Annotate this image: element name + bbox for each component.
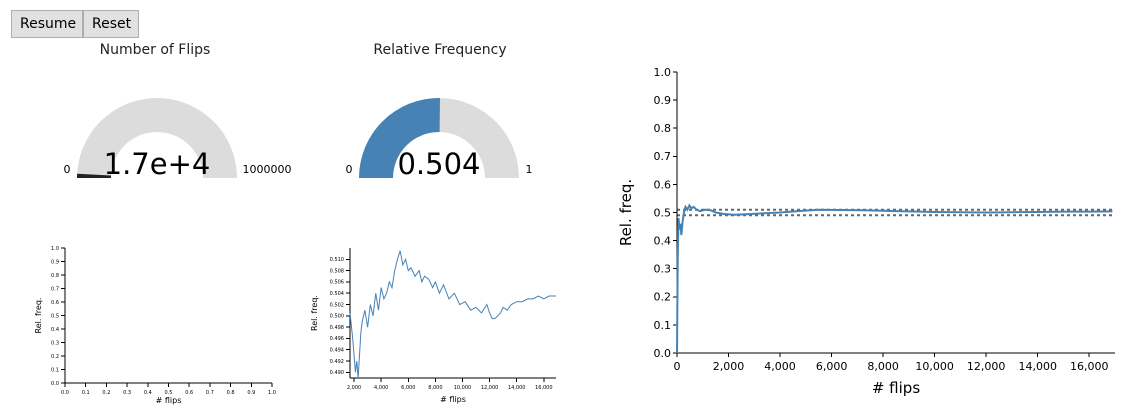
x-tick-label: 8,000	[428, 385, 442, 391]
gauge-value: 0.504	[397, 147, 480, 181]
main-chart: 0.0 0.1 0.2 0.3 0.4 0.5 0.6 0.7 0.8 0.9 1.0 0 2,000 4…	[617, 66, 1115, 397]
small-chart-empty: 0.0 0.1 0.2 0.3 0.4 0.5 0.6 0.7 0.8 0.9 1.0 0.0 0.1 0…	[34, 246, 276, 405]
x-tick-label: 12,000	[967, 360, 1006, 373]
x-tick-label: 6,000	[816, 360, 848, 373]
x-tick-label: 2,000	[713, 360, 745, 373]
small-chart-zoom: 0.490 0.492 0.494 0.496 0.498 0.500 0.502 0.504…	[310, 248, 556, 404]
x-tick-label: 4,000	[764, 360, 796, 373]
y-axis-label: Rel. freq.	[617, 179, 635, 246]
x-tick-label: 8,000	[867, 360, 899, 373]
x-tick-label: 0.1	[82, 390, 90, 396]
gauge-fill	[359, 98, 441, 178]
gauge-flips-title: Number of Flips	[99, 42, 211, 58]
y-tick-label: 0.510	[330, 257, 344, 263]
x-tick-label: 12,000	[481, 385, 499, 391]
x-tick-label: 0.7	[206, 390, 214, 396]
relfreq-gauge: 0 1 0.504	[346, 98, 533, 181]
y-tick-label: 0.2	[654, 291, 672, 304]
y-tick-label: 0.4	[51, 327, 59, 333]
gauge-max-label: 1	[526, 163, 533, 176]
reset-button[interactable]: Reset	[83, 10, 139, 38]
resume-button[interactable]: Resume	[11, 10, 83, 38]
x-axis-label: # flips	[156, 396, 182, 405]
x-tick-label: 10,000	[915, 360, 954, 373]
y-tick-label: 0.6	[654, 178, 672, 191]
y-tick-label: 0.8	[654, 122, 672, 135]
y-tick-label: 0.3	[654, 263, 672, 276]
series-line	[349, 250, 556, 379]
x-tick-label: 16,000	[1070, 360, 1109, 373]
x-tick-label: 0.2	[102, 390, 110, 396]
x-tick-label: 4,000	[374, 385, 388, 391]
x-tick-label: 0.4	[144, 390, 152, 396]
x-axis-label: # flips	[440, 395, 466, 404]
y-tick-label: 0.7	[51, 286, 59, 292]
x-tick-label: 2,000	[347, 385, 361, 391]
y-tick-label: 0.504	[330, 291, 344, 297]
y-tick-label: 0.500	[330, 314, 344, 320]
x-tick-label: 16,000	[535, 385, 553, 391]
x-tick-label: 0.5	[165, 390, 173, 396]
y-tick-label: 0.3	[51, 340, 59, 346]
y-axis-label: Rel. freq.	[34, 298, 43, 334]
y-tick-label: 0.5	[654, 206, 672, 219]
gauge-min-label: 0	[64, 163, 71, 176]
y-tick-label: 0.1	[654, 319, 672, 332]
x-tick-label: 0.9	[247, 390, 255, 396]
y-tick-label: 0.8	[51, 273, 59, 279]
y-tick-label: 0.490	[330, 370, 344, 376]
y-tick-label: 0.4	[654, 234, 672, 247]
y-tick-label: 0.7	[654, 150, 672, 163]
gauge-min-label: 0	[346, 163, 353, 176]
y-tick-label: 0.492	[330, 359, 344, 365]
gauge-track	[77, 98, 237, 178]
gauge-value: 1.7e+4	[104, 147, 211, 181]
x-tick-label: 14,000	[1018, 360, 1056, 373]
y-tick-label: 0.0	[51, 381, 59, 387]
y-axis-label: Rel. freq.	[310, 295, 319, 331]
y-tick-label: 0.0	[654, 347, 672, 360]
y-tick-label: 1.0	[51, 246, 59, 252]
y-tick-label: 0.494	[330, 347, 344, 353]
y-tick-label: 0.9	[51, 259, 59, 265]
series-line	[676, 203, 1113, 354]
y-tick-label: 0.6	[51, 300, 59, 306]
gauge-fill	[77, 173, 112, 178]
y-tick-label: 0.502	[330, 302, 344, 308]
y-tick-label: 0.1	[51, 367, 59, 373]
y-tick-label: 1.0	[654, 66, 672, 79]
y-tick-label: 0.508	[330, 268, 344, 274]
gauge-relfreq-title: Relative Frequency	[373, 42, 507, 58]
y-tick-label: 0.5	[51, 313, 59, 319]
y-tick-label: 0.9	[654, 94, 672, 107]
y-tick-label: 0.498	[330, 325, 344, 331]
flips-gauge: 0 1000000 1.7e+4	[64, 98, 292, 181]
x-tick-label: 0.8	[227, 390, 235, 396]
x-tick-label: 0.6	[185, 390, 193, 396]
y-tick-label: 0.2	[51, 354, 59, 360]
gauge-max-label: 1000000	[243, 163, 292, 176]
x-tick-label: 0.0	[61, 390, 69, 396]
x-tick-label: 10,000	[454, 385, 472, 391]
y-tick-label: 0.496	[330, 336, 344, 342]
y-tick-label: 0.506	[330, 280, 344, 286]
x-axis-label: # flips	[872, 379, 920, 397]
x-tick-label: 0	[674, 360, 681, 373]
x-tick-label: 0.3	[123, 390, 131, 396]
x-tick-label: 6,000	[401, 385, 415, 391]
x-tick-label: 14,000	[508, 385, 526, 391]
x-tick-label: 1.0	[268, 390, 276, 396]
